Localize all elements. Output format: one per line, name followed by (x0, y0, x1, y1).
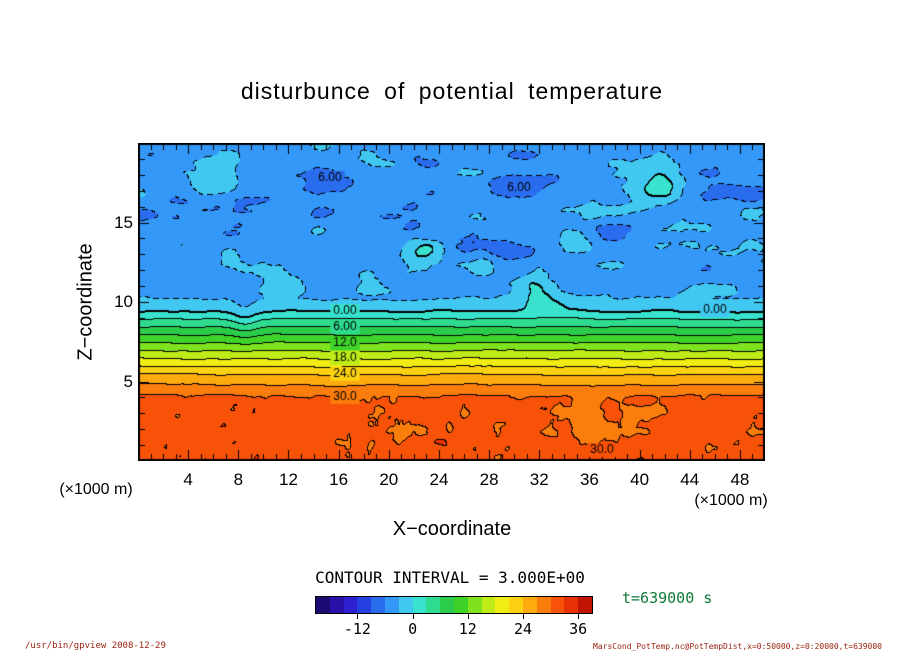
colorbar-tick (578, 614, 580, 619)
y-axis-title: Z−coordinate (74, 243, 97, 361)
colorbar-cell (481, 597, 496, 613)
colorbar-cell (343, 597, 358, 613)
y-tick-label: 10 (114, 292, 133, 311)
x-tick-label: 36 (579, 470, 599, 489)
footer-source: MarsCond_PotTemp.nc@PotTempDist,x=0:5000… (593, 642, 882, 651)
colorbar-cell (329, 597, 344, 613)
x-tick-label: 32 (529, 470, 549, 489)
y-axis-unit: (×1000 m) (59, 481, 133, 498)
colorbar-cell (467, 597, 482, 613)
colorbar-cell (550, 597, 565, 613)
colorbar-tick (523, 614, 524, 619)
x-axis-title: X−coordinate (392, 518, 512, 540)
colorbar-cell (426, 597, 441, 613)
x-axis-unit: (×1000 m) (694, 492, 768, 509)
time-label: t=639000 s (622, 589, 713, 607)
colorbar-tick-label: 0 (408, 620, 418, 638)
colorbar (315, 596, 593, 614)
x-tick-label: 12 (279, 470, 298, 489)
colorbar-cell (578, 597, 592, 613)
colorbar-tick-label: 12 (458, 620, 477, 638)
x-tick-label: 4 (183, 470, 193, 489)
colorbar-cell (522, 597, 537, 613)
colorbar-tick (357, 614, 359, 619)
colorbar-tick (412, 614, 414, 619)
x-tick-label: 20 (379, 470, 399, 489)
footer-command: /usr/bin/gpview 2008-12-29 (25, 641, 166, 651)
colorbar-cell (371, 597, 385, 613)
colorbar-cell (398, 597, 413, 613)
colorbar-tick (467, 614, 469, 619)
x-tick-label: 16 (329, 470, 349, 489)
x-tick-label: 48 (730, 470, 750, 489)
colorbar-cell (412, 597, 427, 613)
y-tick-label: 5 (123, 371, 133, 391)
colorbar-cell (509, 597, 523, 613)
contour-interval-label: CONTOUR INTERVAL = 3.000E+00 (315, 568, 585, 587)
colorbar-tick-label: 36 (569, 620, 588, 638)
colorbar-cell (453, 597, 468, 613)
contour-plot-canvas (138, 143, 765, 461)
colorbar-cell (440, 597, 454, 613)
colorbar-tick-label: -12 (343, 620, 371, 638)
chart-title: disturbunce of potential temperature (240, 78, 664, 104)
colorbar-cell (384, 597, 399, 613)
x-tick-label: 44 (680, 470, 700, 489)
colorbar-tick-label: 24 (513, 620, 533, 638)
colorbar-cell (536, 597, 551, 613)
colorbar-cell (316, 597, 330, 613)
colorbar-cell (495, 597, 510, 613)
x-tick-label: 40 (630, 470, 650, 489)
x-tick-label: 8 (233, 470, 244, 489)
x-tick-label: 28 (479, 470, 499, 489)
colorbar-cell (564, 597, 579, 613)
x-tick-label: 24 (429, 470, 449, 489)
colorbar-cell (357, 597, 372, 613)
y-tick-label: 15 (114, 212, 133, 232)
